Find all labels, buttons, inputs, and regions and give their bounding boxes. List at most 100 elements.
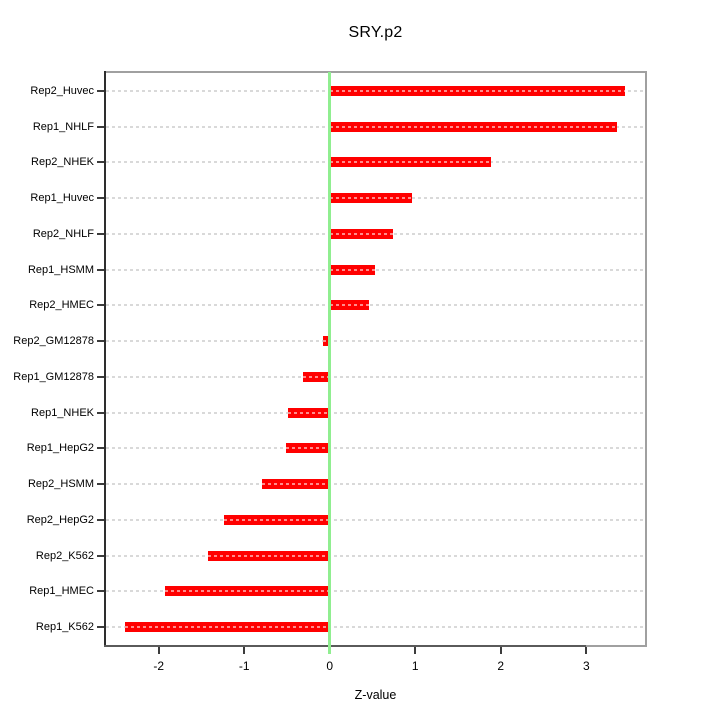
bar-grid-overlay xyxy=(302,375,331,378)
bar-Rep1_HSMM xyxy=(330,264,376,275)
plot-panel-rows xyxy=(106,73,645,645)
bar-Rep2_HepG2 xyxy=(223,514,331,525)
y-tick-label: Rep2_K562 xyxy=(35,549,94,562)
x-axis-title: Z-value xyxy=(354,688,397,702)
gridline xyxy=(106,590,645,593)
gridline xyxy=(106,411,645,414)
y-tick-mark xyxy=(97,375,104,378)
y-axis-row: Rep2_GM12878 xyxy=(0,323,104,359)
y-axis-row: Rep2_Huvec xyxy=(0,73,104,109)
plot-row xyxy=(106,502,645,538)
bar-grid-overlay xyxy=(285,447,331,450)
y-axis-row: Rep1_K562 xyxy=(0,609,104,645)
plot-row xyxy=(106,180,645,216)
y-tick-label: Rep2_HepG2 xyxy=(26,513,94,526)
y-axis-row: Rep2_HepG2 xyxy=(0,502,104,538)
plot-row xyxy=(106,288,645,324)
x-tick-label: 2 xyxy=(497,659,505,673)
y-tick-label: Rep1_GM12878 xyxy=(13,370,94,383)
plot-row xyxy=(106,323,645,359)
y-tick-label: Rep1_K562 xyxy=(35,621,94,634)
y-tick-mark xyxy=(97,411,104,414)
bar-Rep1_Huvec xyxy=(330,193,412,204)
bar-grid-overlay xyxy=(330,125,617,128)
y-tick-mark xyxy=(97,483,104,486)
bar-Rep1_K562 xyxy=(124,622,331,633)
y-tick-label: Rep1_HMEC xyxy=(29,585,94,598)
y-tick-mark xyxy=(97,125,104,128)
gridline xyxy=(106,483,645,486)
x-tick-label: 0 xyxy=(326,659,334,673)
bar-Rep1_HepG2 xyxy=(285,443,331,454)
y-axis-row: Rep1_GM12878 xyxy=(0,359,104,395)
x-tick-label: -2 xyxy=(153,659,165,673)
y-axis-row: Rep1_HMEC xyxy=(0,574,104,610)
plot-row xyxy=(106,109,645,145)
plot-row xyxy=(106,395,645,431)
bar-grid-overlay xyxy=(330,304,370,307)
bar-grid-overlay xyxy=(330,268,376,271)
y-tick-label: Rep2_GM12878 xyxy=(13,335,94,348)
plot-row xyxy=(106,252,645,288)
y-tick-label: Rep2_HSMM xyxy=(27,478,94,491)
gridline xyxy=(106,304,645,307)
y-tick-label: Rep2_HMEC xyxy=(29,299,94,312)
y-tick-mark xyxy=(97,304,104,307)
y-axis-line xyxy=(104,71,106,647)
y-tick-mark xyxy=(97,340,104,343)
x-tick-mark xyxy=(243,647,246,654)
bar-Rep2_Huvec xyxy=(330,85,626,96)
y-tick-label: Rep2_NHLF xyxy=(32,227,94,240)
bar-Rep2_K562 xyxy=(207,550,331,561)
bar-grid-overlay xyxy=(262,483,331,486)
y-axis: Rep2_Huvec Rep1_NHLF Rep2_NHEK Rep1_Huvec Re… xyxy=(0,73,104,645)
x-tick-mark xyxy=(585,647,588,654)
y-tick-mark xyxy=(97,554,104,557)
bar-grid-overlay xyxy=(223,518,331,521)
gridline xyxy=(106,268,645,271)
y-tick-mark xyxy=(97,197,104,200)
plot-row xyxy=(106,609,645,645)
gridline xyxy=(106,340,645,343)
y-tick-mark xyxy=(97,447,104,450)
y-tick-label: Rep1_Huvec xyxy=(30,192,94,205)
x-axis: -2 -1 0 1 2 3 xyxy=(104,647,647,687)
plot-row xyxy=(106,431,645,467)
y-tick-label: Rep1_NHLF xyxy=(32,120,94,133)
y-tick-mark xyxy=(97,268,104,271)
y-tick-mark xyxy=(97,89,104,92)
bar-Rep1_NHEK xyxy=(288,407,331,418)
plot-row xyxy=(106,466,645,502)
y-tick-mark xyxy=(97,518,104,521)
y-tick-mark xyxy=(97,626,104,629)
plot-panel xyxy=(104,71,647,647)
x-axis-line xyxy=(104,645,587,647)
y-axis-row: Rep2_HMEC xyxy=(0,288,104,324)
y-tick-mark xyxy=(97,590,104,593)
y-tick-label: Rep1_HepG2 xyxy=(26,442,94,455)
bar-Rep1_GM12878 xyxy=(302,371,331,382)
y-axis-row: Rep1_Huvec xyxy=(0,180,104,216)
y-tick-mark xyxy=(97,232,104,235)
gridline xyxy=(106,518,645,521)
y-axis-row: Rep2_HSMM xyxy=(0,466,104,502)
x-tick-mark xyxy=(499,647,502,654)
bar-Rep2_NHEK xyxy=(330,157,491,168)
gridline xyxy=(106,626,645,629)
zero-line xyxy=(328,72,332,654)
bar-Rep2_NHLF xyxy=(330,228,393,239)
bar-grid-overlay xyxy=(330,197,412,200)
y-axis-row: Rep2_K562 xyxy=(0,538,104,574)
bar-Rep2_HMEC xyxy=(330,300,370,311)
y-axis-row: Rep2_NHLF xyxy=(0,216,104,252)
bar-grid-overlay xyxy=(124,626,331,629)
bar-Rep2_HSMM xyxy=(262,479,331,490)
y-tick-label: Rep2_Huvec xyxy=(30,84,94,97)
x-tick-label: 3 xyxy=(582,659,590,673)
bar-grid-overlay xyxy=(330,232,393,235)
bar-grid-overlay xyxy=(207,554,331,557)
x-tick-mark xyxy=(414,647,417,654)
y-tick-mark xyxy=(97,161,104,164)
plot-row xyxy=(106,73,645,109)
